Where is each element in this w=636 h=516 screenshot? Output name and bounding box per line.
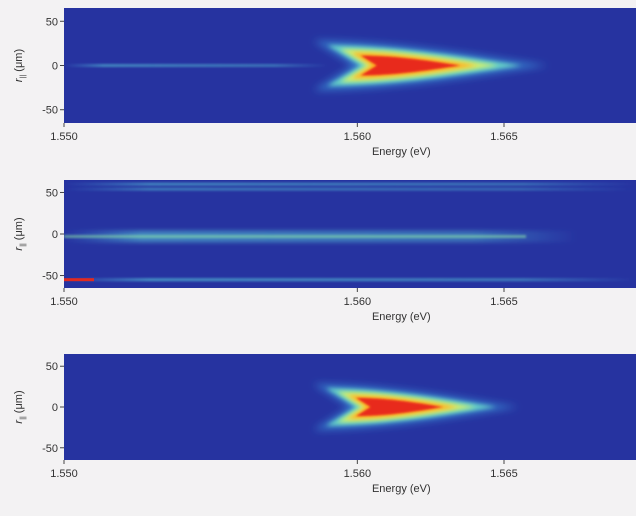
intensity-blob — [313, 40, 548, 91]
emission-line — [64, 182, 636, 186]
x-tick-label: 1.550 — [50, 296, 78, 308]
blob-contour-4 — [360, 55, 460, 76]
heatmap-panel-middle: 50 0 -50 1.550 1.560 1.565 Energy (eV) r|| (μm) — [13, 180, 636, 323]
y-tick-label: 0 — [52, 402, 58, 414]
hot-spot — [64, 278, 94, 282]
y-axis-label: r|| (μm) — [13, 217, 27, 250]
emission-band-core — [64, 234, 526, 238]
x-tick-label: 1.560 — [344, 296, 372, 308]
y-tick-label: 50 — [46, 361, 58, 373]
heatmap-panel-top: 50 0 -50 1.550 1.560 1.565 Energy (eV) r|| (μm) — [13, 8, 636, 158]
y-axis-label: r|| (μm) — [13, 49, 27, 82]
x-tick-label: 1.550 — [50, 131, 78, 143]
y-tick-label: 50 — [46, 187, 58, 199]
x-tick-label: 1.550 — [50, 468, 78, 480]
y-tick-label: 50 — [46, 16, 58, 28]
x-axis-label: Energy (eV) — [372, 483, 431, 495]
y-tick-label: 0 — [52, 61, 58, 73]
y-tick-label: -50 — [42, 443, 58, 455]
x-tick-label: 1.565 — [490, 468, 518, 480]
y-tick-label: -50 — [42, 271, 58, 283]
heatmap-panel-bottom: 50 0 -50 1.550 1.560 1.565 Energy (eV) r|| (μm) — [13, 354, 636, 495]
x-tick-label: 1.565 — [490, 131, 518, 143]
x-axis-label: Energy (eV) — [372, 311, 431, 323]
x-tick-label: 1.560 — [344, 131, 372, 143]
x-axis-label: Energy (eV) — [372, 146, 431, 158]
x-tick-label: 1.565 — [490, 296, 518, 308]
emission-line — [64, 278, 636, 282]
blob-contour-4 — [356, 397, 443, 417]
intensity-blob — [313, 384, 519, 430]
emission-line — [64, 187, 636, 191]
y-tick-label: 0 — [52, 229, 58, 241]
emission-line — [64, 64, 328, 67]
y-tick-label: -50 — [42, 105, 58, 117]
x-tick-label: 1.560 — [344, 468, 372, 480]
y-axis-label: r|| (μm) — [13, 390, 27, 423]
